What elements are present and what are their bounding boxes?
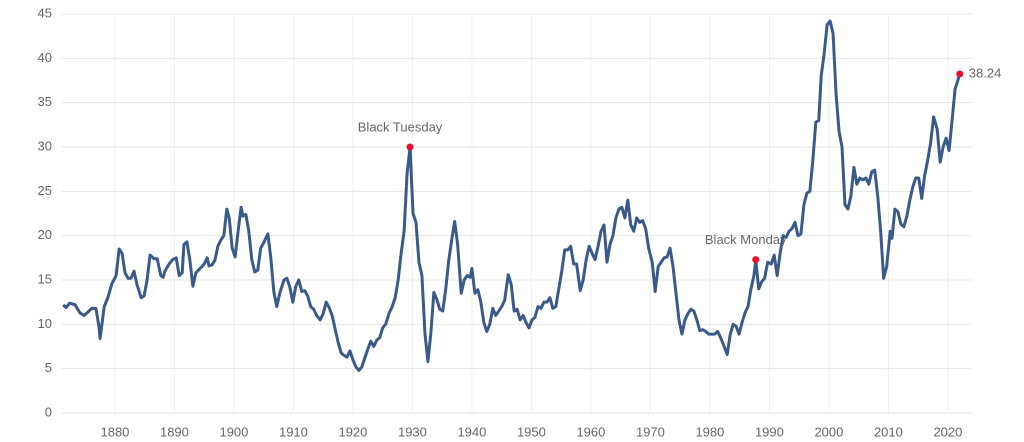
y-tick-label: 5 [45, 360, 52, 375]
x-tick-label: 1980 [695, 424, 724, 439]
x-tick-label: 1910 [279, 424, 308, 439]
x-tick-label: 2020 [933, 424, 962, 439]
annotation-label: Black Tuesday [358, 119, 443, 134]
y-tick-label: 45 [38, 5, 52, 20]
data-line [62, 19, 962, 372]
x-tick-label: 1890 [160, 424, 189, 439]
annotation-marker [956, 70, 964, 78]
y-tick-label: 40 [38, 50, 52, 65]
x-tick-label: 1880 [100, 424, 129, 439]
annotation-label: 38.24 [969, 65, 1002, 80]
y-tick-label: 0 [45, 404, 52, 419]
annotation-marker [406, 143, 414, 151]
x-tick-label: 2000 [814, 424, 843, 439]
x-tick-label: 1900 [219, 424, 248, 439]
x-tick-label: 2010 [874, 424, 903, 439]
y-tick-label: 20 [38, 227, 52, 242]
x-tick-label: 1950 [517, 424, 546, 439]
x-tick-label: 1960 [576, 424, 605, 439]
annotation-marker [752, 256, 760, 264]
annotation-label: Black Monday [705, 232, 787, 247]
x-tick-label: 1930 [398, 424, 427, 439]
y-tick-label: 25 [38, 183, 52, 198]
x-tick-label: 1970 [636, 424, 665, 439]
x-tick-label: 1920 [338, 424, 367, 439]
y-tick-label: 15 [38, 271, 52, 286]
y-tick-label: 10 [38, 316, 52, 331]
x-tick-label: 1940 [457, 424, 486, 439]
y-tick-label: 35 [38, 94, 52, 109]
y-tick-label: 30 [38, 138, 52, 153]
x-tick-label: 1990 [755, 424, 784, 439]
